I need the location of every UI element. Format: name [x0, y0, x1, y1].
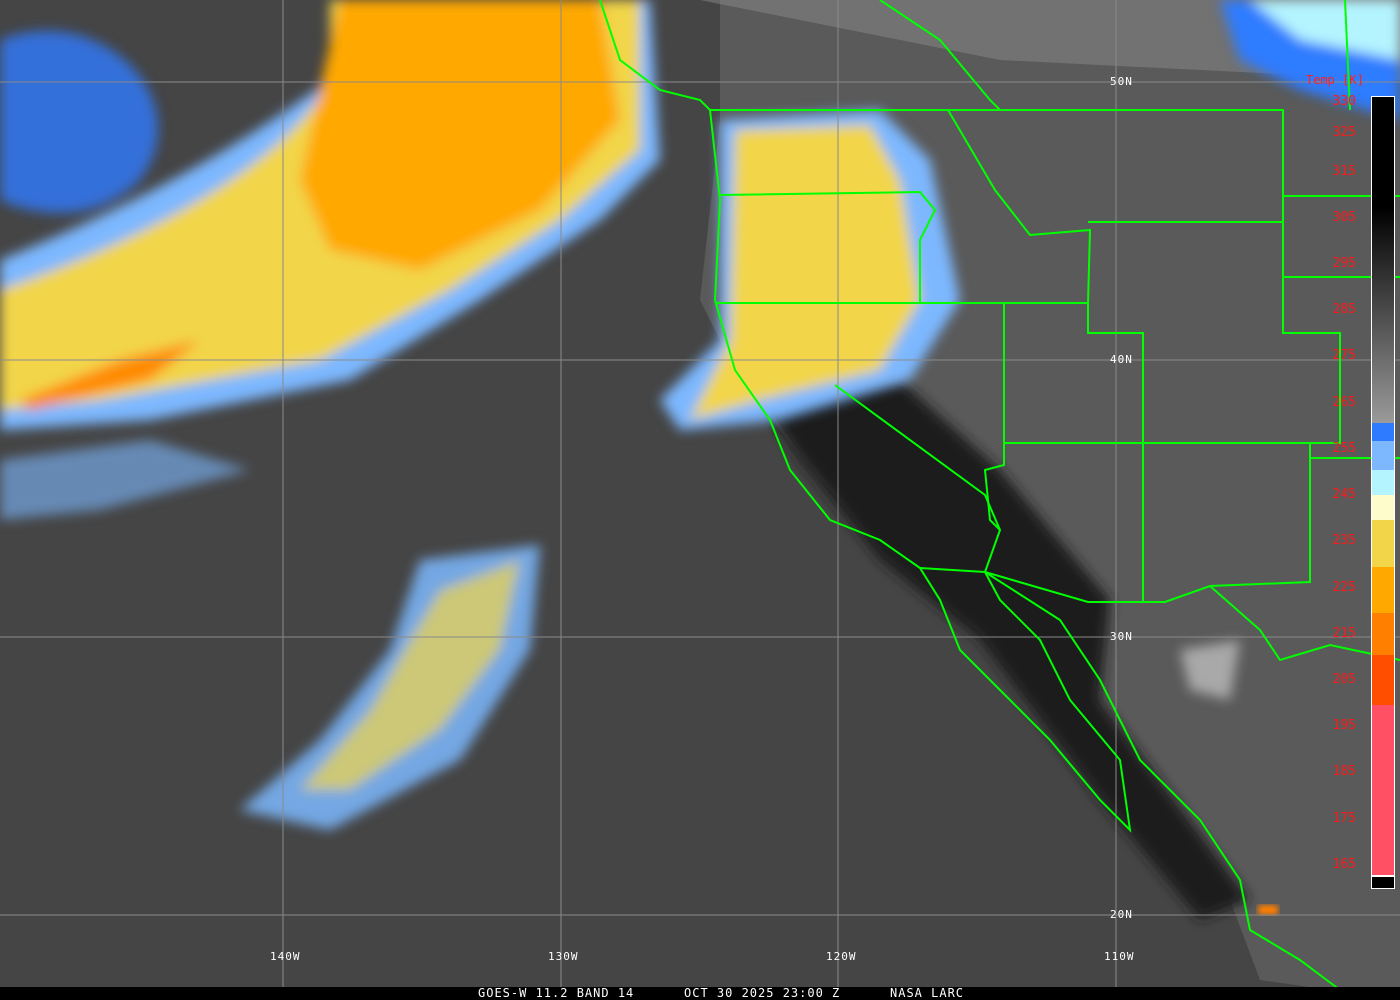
colorbar-tick: 295 [1332, 256, 1356, 271]
lon-label-140w: 140W [270, 950, 301, 963]
colorbar-tick: 205 [1332, 672, 1356, 687]
colorbar-tick: 245 [1332, 487, 1356, 502]
colorbar-tick: 225 [1332, 580, 1356, 595]
warm-desert [760, 380, 1250, 920]
colorbar-tick: 315 [1332, 164, 1356, 179]
colorbar-tick: 215 [1332, 626, 1356, 641]
caption-satellite: GOES-W 11.2 BAND 14 [478, 986, 635, 1000]
colorbar [1371, 96, 1395, 889]
caption-datetime: OCT 30 2025 23:00 Z [684, 986, 841, 1000]
lat-label-50n: 50N [1110, 75, 1133, 88]
colorbar-tick: 275 [1332, 348, 1356, 363]
lon-label-130w: 130W [548, 950, 579, 963]
colorbar-tick: 305 [1332, 210, 1356, 225]
colorbar-tick: 175 [1332, 811, 1356, 826]
colorbar-tick: 195 [1332, 718, 1356, 733]
colorbar-title: Temp [K] [1306, 73, 1364, 87]
colorbar-tick: 235 [1332, 533, 1356, 548]
colorbar-tick: 330 [1332, 94, 1356, 109]
political-borders [599, 0, 1400, 991]
lat-label-20n: 20N [1110, 908, 1133, 921]
colorbar-tick: 325 [1332, 125, 1356, 140]
caption-source: NASA LARC [890, 986, 965, 1000]
colorbar-tick: 265 [1332, 395, 1356, 410]
lon-label-120w: 120W [826, 950, 857, 963]
lat-label-40n: 40N [1110, 353, 1133, 366]
cloud-field [0, 0, 1400, 830]
lon-label-110w: 110W [1104, 950, 1135, 963]
colorbar-tick: 255 [1332, 441, 1356, 456]
lat-label-30n: 30N [1110, 630, 1133, 643]
colorbar-tick: 185 [1332, 764, 1356, 779]
colorbar-tick: 285 [1332, 302, 1356, 317]
colorbar-tick: 165 [1332, 857, 1356, 872]
caption-bar: GOES-W 11.2 BAND 14 OCT 30 2025 23:00 Z … [0, 987, 1400, 1000]
